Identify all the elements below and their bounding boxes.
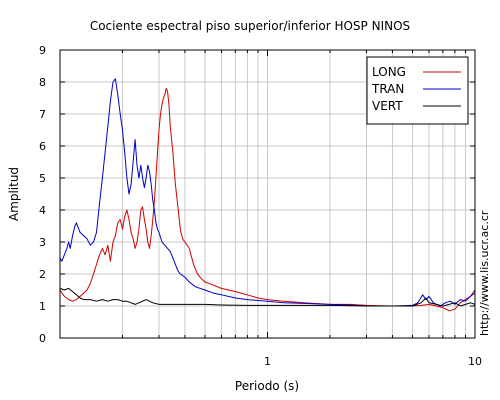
y-tick-label: 0 [39, 332, 46, 345]
y-tick-label: 7 [39, 108, 46, 121]
tick-marks [60, 49, 475, 339]
website-url-text: http://www.lis.ucr.ac.cr [478, 210, 491, 336]
grid-lines [60, 50, 475, 338]
y-tick-label: 9 [39, 44, 46, 57]
x-tick-label: 10 [468, 355, 482, 368]
legend-label-long: LONG [372, 65, 406, 79]
y-tick-label: 5 [39, 172, 46, 185]
x-tick-label: 1 [264, 355, 271, 368]
legend-box [366, 56, 469, 125]
x-axis-label: Periodo (s) [235, 379, 299, 393]
chart-title: Cociente espectral piso superior/inferio… [90, 19, 410, 33]
y-tick-label: 8 [39, 76, 46, 89]
tick-labels: 0 1 2 3 4 5 6 7 8 9 1 10 [39, 44, 482, 368]
y-tick-label: 6 [39, 140, 46, 153]
series-layer [59, 78, 476, 312]
legend-label-tran: TRAN [371, 82, 404, 96]
y-tick-label: 4 [39, 204, 46, 217]
legend: LONG TRAN VERT [366, 56, 469, 125]
y-tick-label: 2 [39, 268, 46, 281]
y-tick-label: 3 [39, 236, 46, 249]
series-line-vert [59, 287, 476, 307]
y-axis-label: Amplitud [7, 167, 21, 221]
y-tick-label: 1 [39, 300, 46, 313]
legend-label-vert: VERT [372, 99, 403, 113]
